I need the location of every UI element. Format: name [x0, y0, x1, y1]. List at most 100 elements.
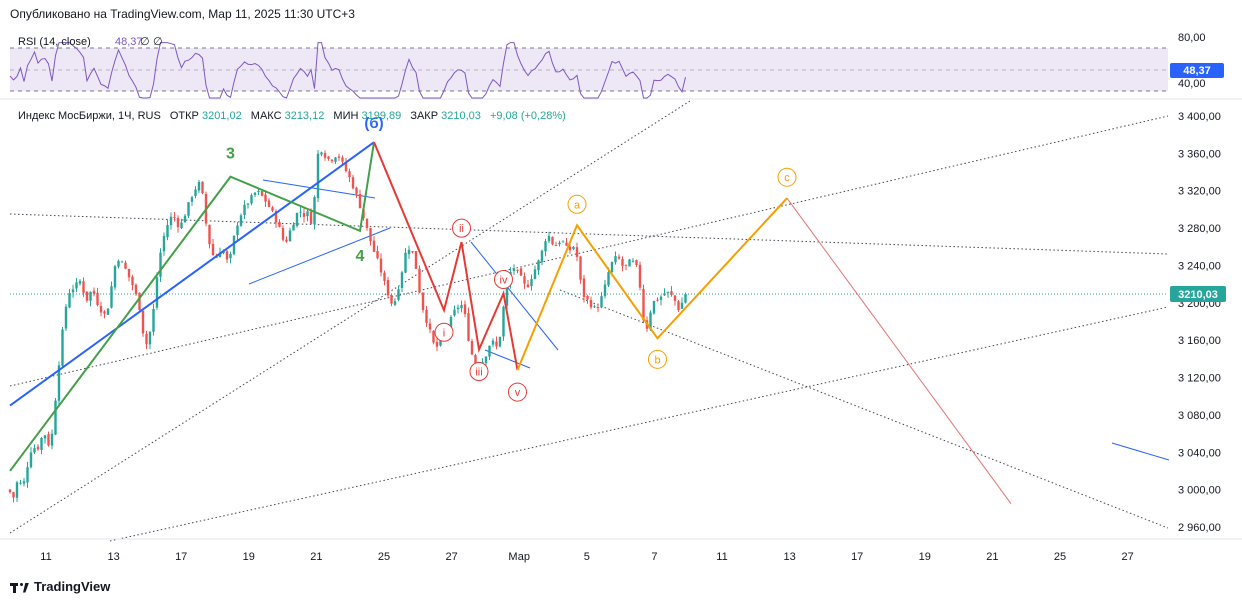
candle	[306, 207, 309, 222]
candle	[404, 248, 407, 274]
candle	[596, 303, 600, 313]
candle	[369, 227, 372, 246]
wave-blue[interactable]	[9, 141, 375, 407]
candle	[351, 174, 355, 190]
candle-body	[173, 216, 176, 218]
candle	[148, 331, 152, 350]
wave-projection[interactable]	[786, 197, 1012, 504]
x-tick-label: 17	[175, 551, 187, 563]
candle-body	[337, 156, 341, 158]
candle-body	[628, 259, 631, 267]
wave-label-c: c	[777, 167, 797, 187]
candle-body	[208, 224, 211, 245]
tradingview-footer[interactable]: TradingView	[10, 579, 110, 594]
candle-body	[474, 355, 477, 365]
candle	[285, 236, 288, 243]
trendline-lower-rising[interactable]	[109, 306, 1169, 542]
wave-label-i: i	[434, 322, 454, 342]
candle-body	[386, 280, 390, 296]
candle-body	[666, 291, 670, 293]
candle-body	[673, 295, 677, 301]
y-tick-label: 3 360,00	[1178, 148, 1221, 160]
candle	[358, 189, 362, 209]
candle-body	[495, 341, 498, 347]
candle	[523, 272, 526, 289]
wave-red[interactable]	[373, 141, 519, 371]
candle-body	[348, 171, 351, 178]
channel-lower[interactable]	[484, 349, 531, 369]
candle	[40, 437, 43, 455]
candle-body	[75, 282, 78, 289]
trendline-horizontal[interactable]	[9, 213, 1169, 255]
candle-body	[568, 246, 572, 251]
candle-body	[603, 284, 607, 297]
candle	[92, 287, 96, 297]
candle-body	[635, 260, 638, 266]
candle	[169, 212, 173, 230]
candle-body	[155, 277, 159, 308]
candle	[533, 265, 537, 280]
candle-body	[295, 212, 299, 226]
candle-body	[582, 278, 586, 298]
candle	[435, 338, 439, 352]
wave-label-iii: iii	[469, 362, 489, 382]
candle	[617, 254, 621, 260]
legend-close-label: ЗАКР	[410, 110, 438, 122]
candle	[12, 491, 15, 503]
candle	[267, 198, 271, 208]
legend-change: +9,08 (+0,28%)	[490, 110, 566, 122]
candle-body	[540, 250, 544, 262]
candle-body	[467, 313, 470, 341]
candle-body	[617, 256, 621, 259]
rsi-axis-80: 80,00	[1178, 32, 1206, 44]
candle-body	[530, 279, 533, 287]
candle	[355, 186, 358, 198]
price-axis[interactable]: 3 400,00 3 360,00 3 320,00 3 280,00 3 240,00…	[1178, 111, 1221, 534]
legend-high-label: МАКС	[251, 110, 282, 122]
wave-label-iv-text: iv	[500, 274, 508, 286]
rsi-badge-bg	[1170, 63, 1224, 78]
y-tick-label: 3 000,00	[1178, 485, 1221, 497]
rsi-label[interactable]: RSI (14, close)	[18, 36, 91, 48]
candle-body	[614, 256, 617, 263]
candle-body	[320, 152, 323, 155]
candle	[225, 249, 229, 264]
y-tick-label: 3 040,00	[1178, 447, 1221, 459]
channel-upper[interactable]	[470, 241, 559, 351]
candle	[110, 281, 113, 309]
candle	[372, 236, 376, 253]
candle-body	[288, 230, 292, 242]
footer-brand: TradingView	[34, 579, 111, 594]
candle-body	[302, 213, 306, 217]
candle	[418, 265, 421, 294]
candle-body	[169, 216, 173, 226]
y-tick-label: 2 960,00	[1178, 522, 1221, 534]
candle-body	[54, 400, 57, 435]
candle-body	[330, 159, 334, 162]
time-axis[interactable]: 11 13 17 19 21 25 27 Мар 5 7 11 13 17 19 21 25 27	[40, 551, 1133, 563]
candle-body	[299, 211, 302, 213]
candle	[120, 260, 124, 263]
wave-green[interactable]	[9, 141, 375, 472]
rsi-pane: RSI (14, close) 48,37 ∅ ∅ 80,00 40,00 48…	[9, 32, 1224, 99]
triangle-lower[interactable]	[248, 227, 391, 285]
candle-body	[663, 293, 666, 296]
candle-body	[106, 308, 110, 315]
y-tick-label: 3 160,00	[1178, 335, 1221, 347]
wave-orange[interactable]	[516, 197, 788, 371]
candle-body	[418, 268, 421, 293]
candle	[190, 195, 194, 206]
candle	[239, 213, 243, 227]
candle	[43, 434, 47, 444]
trendline-top-rising[interactable]	[9, 115, 1169, 387]
candle	[33, 444, 36, 454]
candle-body	[323, 153, 327, 158]
candle-body	[306, 211, 309, 217]
candle	[635, 259, 638, 267]
candle-body	[484, 356, 488, 364]
trendline-long-rising[interactable]	[9, 100, 691, 534]
candle-body	[82, 281, 85, 293]
trendline-falling[interactable]	[559, 289, 1169, 529]
short-blue-line[interactable]	[1111, 442, 1170, 461]
